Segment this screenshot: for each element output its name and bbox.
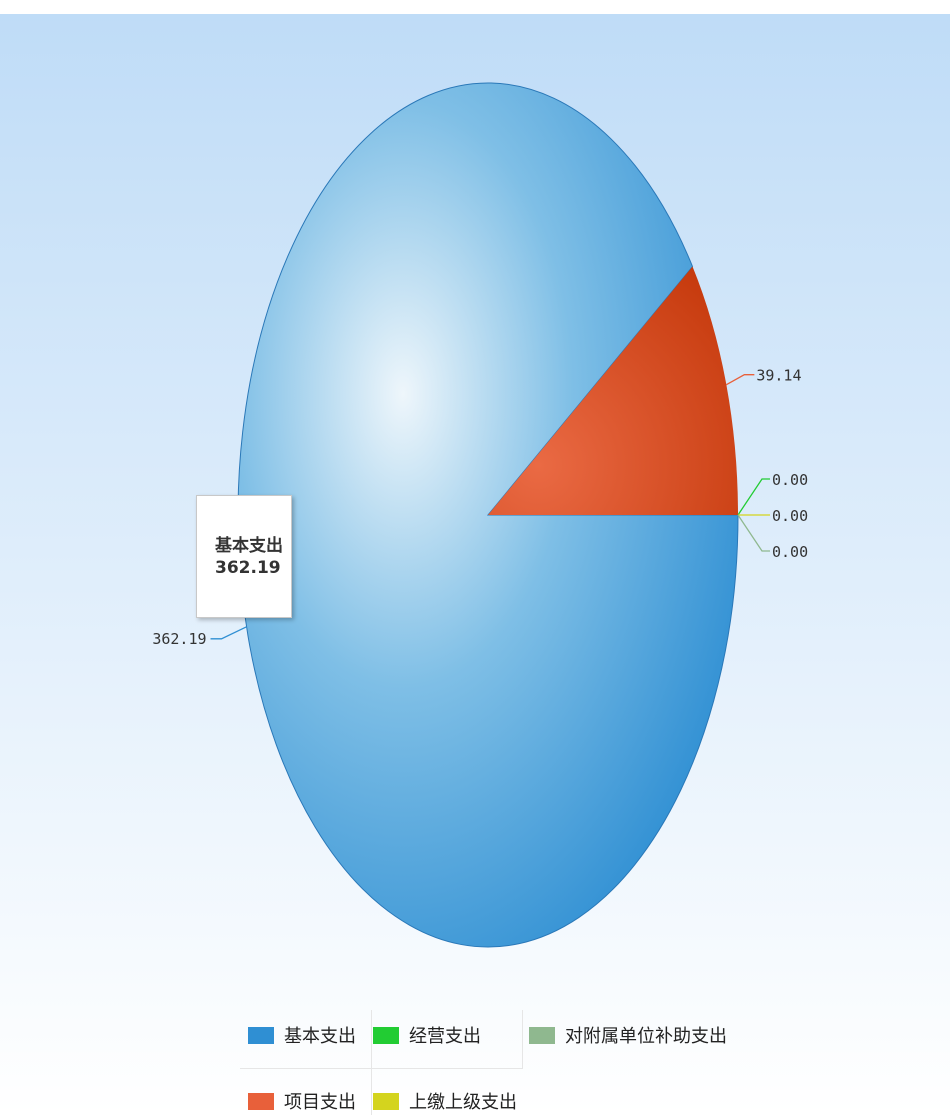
leader-line [210, 626, 247, 640]
legend-swatch [373, 1092, 399, 1110]
legend-item-basic[interactable]: 基本支出 [248, 1022, 356, 1048]
legend-item-project[interactable]: 项目支出 [248, 1088, 356, 1114]
legend-label: 基本支出 [284, 1026, 356, 1047]
legend-divider [522, 1010, 523, 1068]
legend-label: 对附属单位补助支出 [565, 1026, 727, 1047]
legend-divider [240, 1068, 523, 1069]
legend-divider [371, 1068, 372, 1115]
legend-item-operating[interactable]: 经营支出 [373, 1022, 481, 1048]
tooltip-label: 基本支出 [215, 535, 283, 556]
data-label: 0.00 [772, 471, 808, 489]
data-label: 39.14 [756, 367, 801, 385]
legend-label: 项目支出 [284, 1092, 356, 1113]
data-label: 0.00 [772, 543, 808, 561]
legend-divider [371, 1010, 372, 1068]
pie-slice-basic [237, 82, 739, 948]
legend-swatch [248, 1092, 274, 1110]
legend-item-subsidiary[interactable]: 对附属单位补助支出 [529, 1022, 727, 1048]
legend-item-remit[interactable]: 上缴上级支出 [373, 1088, 517, 1114]
leader-line [737, 478, 770, 516]
data-label: 362.19 [152, 630, 206, 648]
tooltip-value: 362.19 [215, 557, 281, 578]
legend: 基本支出 经营支出 对附属单位补助支出 项目支出 上缴上级支出 [240, 1010, 800, 1115]
tooltip: 基本支出 362.19 [196, 495, 292, 618]
legend-swatch [248, 1026, 274, 1044]
legend-label: 经营支出 [409, 1026, 481, 1047]
legend-label: 上缴上级支出 [409, 1092, 517, 1113]
legend-swatch [529, 1026, 555, 1044]
pie-slice-project [488, 266, 738, 515]
leader-line [726, 374, 755, 386]
legend-swatch [373, 1026, 399, 1044]
leader-line [737, 514, 770, 552]
data-label: 0.00 [772, 507, 808, 525]
